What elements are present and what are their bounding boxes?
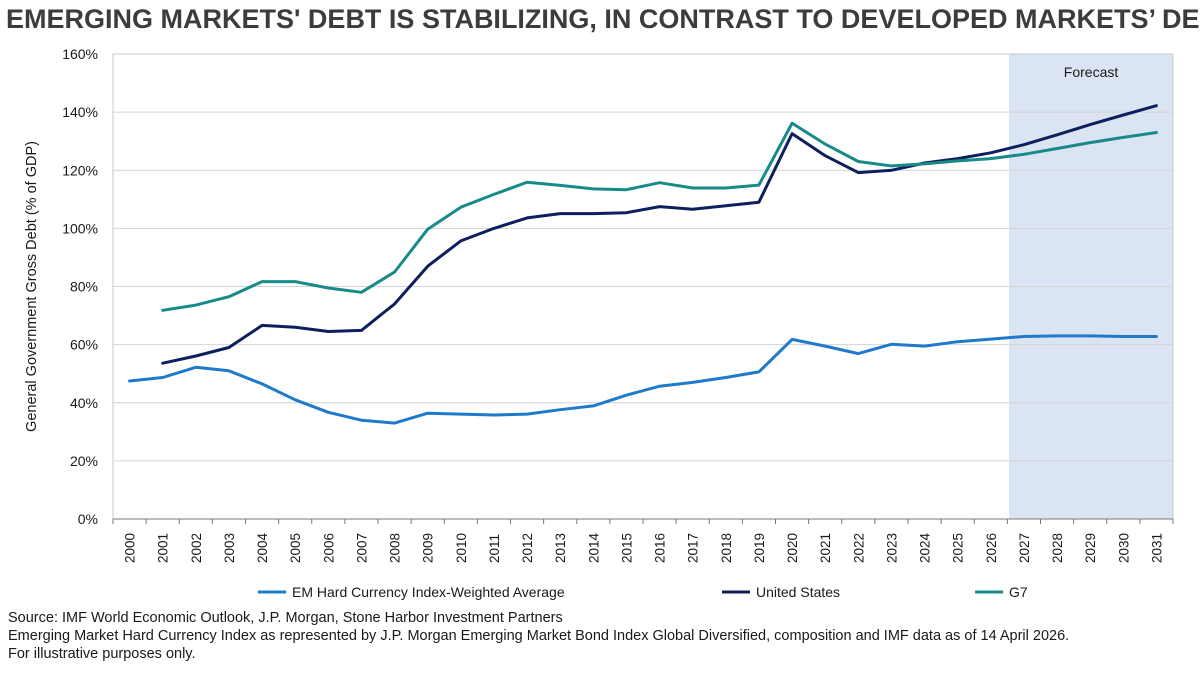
y-axis-label: General Government Gross Debt (% of GDP) [24,141,40,432]
x-tick-label: 2012 [520,533,535,563]
x-tick-label: 2006 [321,533,336,563]
x-tick-label: 2013 [553,533,568,563]
y-tick-label: 120% [62,162,98,178]
y-tick-label: 40% [70,395,98,411]
series-line-g7 [161,121,1158,312]
x-tick-label: 2017 [686,533,701,563]
x-tick-label: 2005 [288,533,303,563]
x-tick-label: 2021 [818,533,833,563]
y-tick-label: 160% [62,46,98,62]
x-tick-label: 2019 [752,533,767,563]
x-tick-label: 2028 [1050,533,1065,563]
x-tick-label: 2030 [1116,533,1131,563]
footnote-index-note: Emerging Market Hard Currency Index as r… [8,628,1070,644]
x-tick-label: 2018 [719,533,734,563]
chart-title: EMERGING MARKETS' DEBT IS STABILIZING, I… [6,4,1200,34]
x-tick-label: 2020 [785,533,800,563]
x-tick-label: 2031 [1149,533,1164,563]
x-tick-label: 2008 [388,533,403,563]
x-tick-label: 2023 [884,533,899,563]
x-tick-label: 2029 [1083,533,1098,563]
footnote-disclaimer: For illustrative purposes only. [8,646,196,662]
footnote-source: Source: IMF World Economic Outlook, J.P.… [8,610,563,626]
x-tick-label: 2004 [255,532,270,563]
legend-label: United States [756,584,840,600]
x-tick-label: 2007 [354,533,369,563]
legend-label: G7 [1009,584,1028,600]
series-line-em [128,334,1158,425]
forecast-label: Forecast [1064,64,1119,80]
y-tick-label: 100% [62,220,98,236]
x-tick-label: 2009 [421,533,436,563]
x-tick-label: 2015 [619,533,634,563]
x-tick-label: 2025 [951,533,966,563]
x-tick-label: 2000 [123,533,138,563]
x-tick-label: 2001 [156,533,171,563]
series-line-us [161,104,1158,365]
x-tick-label: 2026 [984,533,999,563]
x-tick-label: 2024 [918,532,933,563]
y-tick-label: 80% [70,279,98,295]
y-tick-label: 20% [70,453,98,469]
y-tick-label: 60% [70,337,98,353]
y-tick-label: 140% [62,104,98,120]
y-tick-label: 0% [78,511,98,527]
x-tick-label: 2003 [222,533,237,563]
x-tick-label: 2002 [189,533,204,563]
x-tick-label: 2011 [487,534,502,563]
x-tick-label: 2016 [653,533,668,563]
legend-label: EM Hard Currency Index-Weighted Average [292,584,565,600]
x-tick-label: 2010 [454,533,469,563]
x-tick-label: 2027 [1017,533,1032,563]
footnotes: Source: IMF World Economic Outlook, J.P.… [8,609,1188,663]
x-tick-label: 2014 [586,532,601,563]
x-tick-label: 2022 [851,533,866,563]
